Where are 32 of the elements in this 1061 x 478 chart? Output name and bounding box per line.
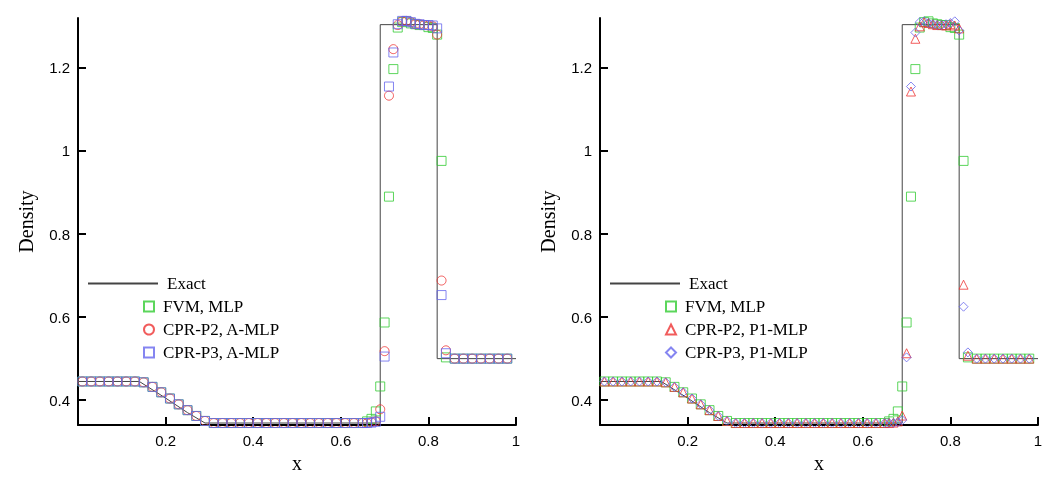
y-tick-label: 0.6 xyxy=(571,308,592,326)
x-tick-label: 0.4 xyxy=(242,432,264,450)
y-tick-label: 0.4 xyxy=(571,391,592,409)
y-tick-label: 1 xyxy=(61,142,70,160)
x-tick-label: 0.6 xyxy=(330,432,352,450)
y-tick-label: 0.8 xyxy=(571,225,592,243)
legend-label: Exact xyxy=(689,274,728,293)
legend-label: FVM, MLP xyxy=(163,297,244,316)
x-tick-label: 1 xyxy=(511,432,521,450)
legend-label: CPR-P3, P1-MLP xyxy=(685,343,808,362)
legend-label: CPR-P2, A-MLP xyxy=(163,320,280,339)
y-tick-label: 1.2 xyxy=(571,59,592,77)
x-axis-title: x xyxy=(292,452,302,474)
y-tick-label: 1 xyxy=(583,142,592,160)
x-tick-label: 0.8 xyxy=(417,432,439,450)
legend-label: CPR-P3, A-MLP xyxy=(163,343,280,362)
x-axis-title: x xyxy=(814,452,824,474)
y-tick-label: 0.6 xyxy=(49,308,70,326)
y-tick-label: 0.4 xyxy=(49,391,70,409)
legend-label: CPR-P2, P1-MLP xyxy=(685,320,808,339)
y-tick-label: 1.2 xyxy=(49,59,70,77)
y-tick-label: 0.8 xyxy=(49,225,70,243)
legend-label: Exact xyxy=(167,274,206,293)
x-tick-label: 0.2 xyxy=(155,432,177,450)
x-tick-label: 1 xyxy=(1033,432,1043,450)
x-tick-label: 0.2 xyxy=(677,432,699,450)
x-tick-label: 0.8 xyxy=(939,432,961,450)
y-axis-title: Density xyxy=(15,190,38,253)
y-axis-title: Density xyxy=(537,190,560,253)
x-tick-label: 0.4 xyxy=(764,432,786,450)
legend-label: FVM, MLP xyxy=(685,297,766,316)
x-tick-label: 0.6 xyxy=(852,432,874,450)
